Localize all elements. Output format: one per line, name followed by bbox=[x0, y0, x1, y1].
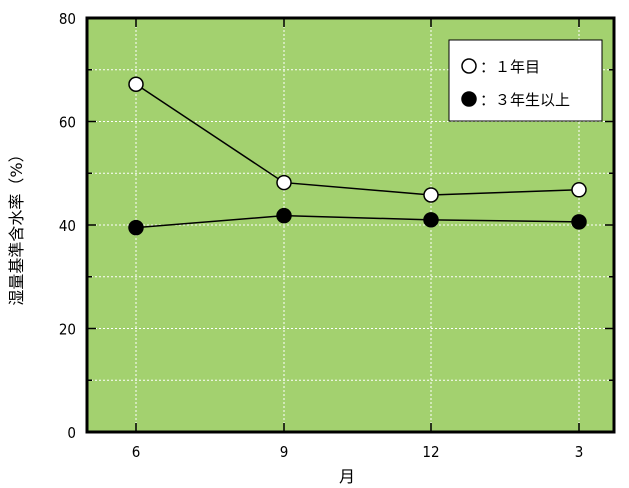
y-axis-title: 湿量基準含水率（%） bbox=[7, 146, 26, 305]
legend-label-year3plus: ：３年生以上 bbox=[480, 91, 570, 109]
y-tick-label: 80 bbox=[59, 10, 76, 28]
data-point-year1 bbox=[571, 182, 587, 198]
data-point-year3plus bbox=[128, 219, 144, 236]
legend-label-year1: ：１年目 bbox=[480, 58, 540, 76]
legend-marker-year3plus bbox=[461, 91, 477, 107]
data-point-year1 bbox=[128, 76, 144, 92]
x-axis-title: 月 bbox=[339, 467, 355, 486]
legend-marker-year1 bbox=[461, 58, 477, 74]
data-point-year1 bbox=[276, 174, 292, 191]
x-tick-label: 12 bbox=[422, 443, 439, 461]
series-line bbox=[135, 214, 580, 229]
legend-box bbox=[448, 39, 603, 122]
legend: ：１年目 ：３年生以上 bbox=[448, 39, 603, 122]
y-tick-label: 40 bbox=[59, 217, 76, 235]
x-tick-label: 9 bbox=[280, 443, 289, 461]
series-layer bbox=[128, 76, 587, 236]
x-tick-label: 3 bbox=[575, 443, 584, 461]
data-point-year1 bbox=[423, 187, 439, 203]
data-point-year3plus bbox=[276, 207, 292, 224]
y-tick-label: 0 bbox=[67, 424, 76, 442]
y-tick-labels: 0 20 40 60 80 bbox=[59, 10, 76, 442]
data-point-year3plus bbox=[423, 212, 439, 228]
x-tick-label: 6 bbox=[132, 443, 141, 461]
x-tick-labels: 6 9 12 3 bbox=[132, 443, 584, 461]
series-line bbox=[135, 83, 580, 196]
data-point-year3plus bbox=[571, 214, 587, 230]
y-tick-label: 20 bbox=[59, 321, 76, 339]
y-tick-label: 60 bbox=[59, 114, 76, 132]
plot-frame bbox=[85, 16, 616, 434]
